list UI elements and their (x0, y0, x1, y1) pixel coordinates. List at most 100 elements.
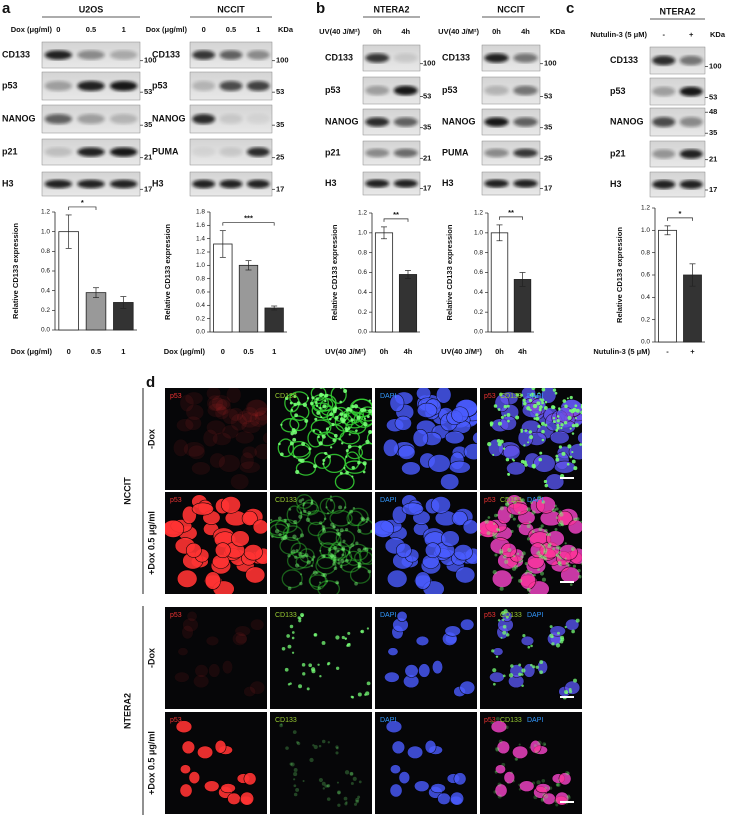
cell (545, 530, 565, 547)
y-tick-label: 1.6 (196, 222, 205, 229)
band (679, 55, 703, 66)
cell (451, 510, 468, 526)
cell-outline (325, 495, 347, 514)
membrane-dot (299, 617, 302, 620)
lane-label: + (689, 30, 694, 39)
membrane-dot (492, 532, 495, 535)
cell-outline (357, 519, 372, 535)
membrane-dot (566, 795, 571, 800)
cell-outline (334, 473, 355, 490)
membrane-dot (319, 549, 322, 552)
cell (194, 664, 209, 678)
membrane-dot (313, 744, 318, 750)
membrane-dot (532, 465, 536, 469)
membrane-dot (315, 397, 319, 401)
membrane-dot (502, 624, 507, 629)
membrane-dot (503, 609, 508, 614)
membrane-dot (291, 636, 295, 640)
membrane-dot (517, 524, 521, 528)
membrane-dot (500, 636, 503, 639)
cell-outline (295, 494, 313, 510)
band (219, 50, 243, 60)
cell-outline (317, 527, 341, 545)
cell (262, 431, 267, 445)
membrane-dot (569, 395, 573, 400)
membrane-dot (561, 523, 565, 527)
membrane-dot (585, 457, 588, 460)
membrane-dot (535, 750, 539, 754)
cell (494, 764, 507, 775)
membrane-dot (344, 506, 347, 509)
cell (529, 739, 542, 754)
membrane-dot (358, 780, 362, 784)
membrane-dot (518, 578, 523, 583)
membrane-dot (365, 520, 368, 523)
membrane-dot (505, 457, 510, 462)
cell (218, 454, 241, 473)
membrane-dot (522, 398, 526, 403)
cell-outline (345, 419, 367, 435)
membrane-dot (368, 408, 372, 414)
membrane-dot (319, 431, 322, 434)
membrane-dot (280, 452, 284, 457)
cell (236, 410, 253, 426)
band (192, 179, 216, 189)
membrane-dot (586, 451, 590, 455)
membrane-dot (509, 513, 514, 519)
membrane-dot (368, 399, 371, 402)
membrane-dot (570, 546, 576, 551)
membrane-dot (360, 516, 365, 521)
membrane-dot (333, 554, 337, 559)
membrane-dot (292, 534, 297, 539)
membrane-dot (314, 417, 318, 421)
membrane-dot (548, 542, 552, 547)
marker-label: 35 (276, 120, 284, 129)
protein-label: NANOG (152, 113, 186, 123)
cell (179, 764, 192, 775)
membrane-dot (352, 776, 357, 781)
protein-label: CD133 (2, 49, 30, 59)
membrane-dot (531, 388, 536, 390)
membrane-dot (312, 429, 316, 432)
membrane-dot (347, 631, 351, 635)
y-tick-label: 0.0 (641, 339, 650, 346)
membrane-dot (323, 517, 327, 521)
channel-label: p53 (484, 497, 496, 504)
membrane-dot (346, 643, 351, 647)
cell (385, 720, 403, 734)
cell (206, 402, 228, 418)
cell (535, 783, 551, 794)
membrane-dot (500, 415, 504, 419)
cell-outline (289, 415, 308, 432)
membrane-dot (569, 690, 573, 694)
cell (549, 625, 566, 637)
y-tick-label: 1.0 (196, 262, 205, 269)
membrane-dot (312, 555, 316, 559)
membrane-dot (330, 446, 333, 449)
y-tick-label: 0.8 (474, 249, 483, 256)
cell (492, 647, 504, 656)
cell (248, 411, 267, 428)
cell-outline (270, 523, 289, 539)
membrane-dot (559, 563, 562, 567)
cell (549, 430, 570, 445)
membrane-dot (526, 569, 530, 574)
membrane-dot (317, 663, 320, 666)
cell (496, 740, 511, 755)
cell-outline (279, 536, 301, 555)
membrane-dot (366, 681, 371, 686)
cell (243, 544, 263, 561)
band (44, 80, 73, 92)
band (393, 179, 418, 188)
cell (401, 461, 421, 476)
membrane-dot (286, 523, 291, 527)
cell (254, 409, 267, 426)
membrane-dot (339, 400, 342, 404)
cell (184, 415, 202, 431)
membrane-dot (520, 498, 525, 503)
membrane-dot (540, 797, 545, 801)
membrane-dot (301, 498, 305, 501)
membrane-dot (557, 561, 561, 565)
y-tick-label: 0.0 (358, 329, 367, 336)
cell (490, 720, 508, 734)
